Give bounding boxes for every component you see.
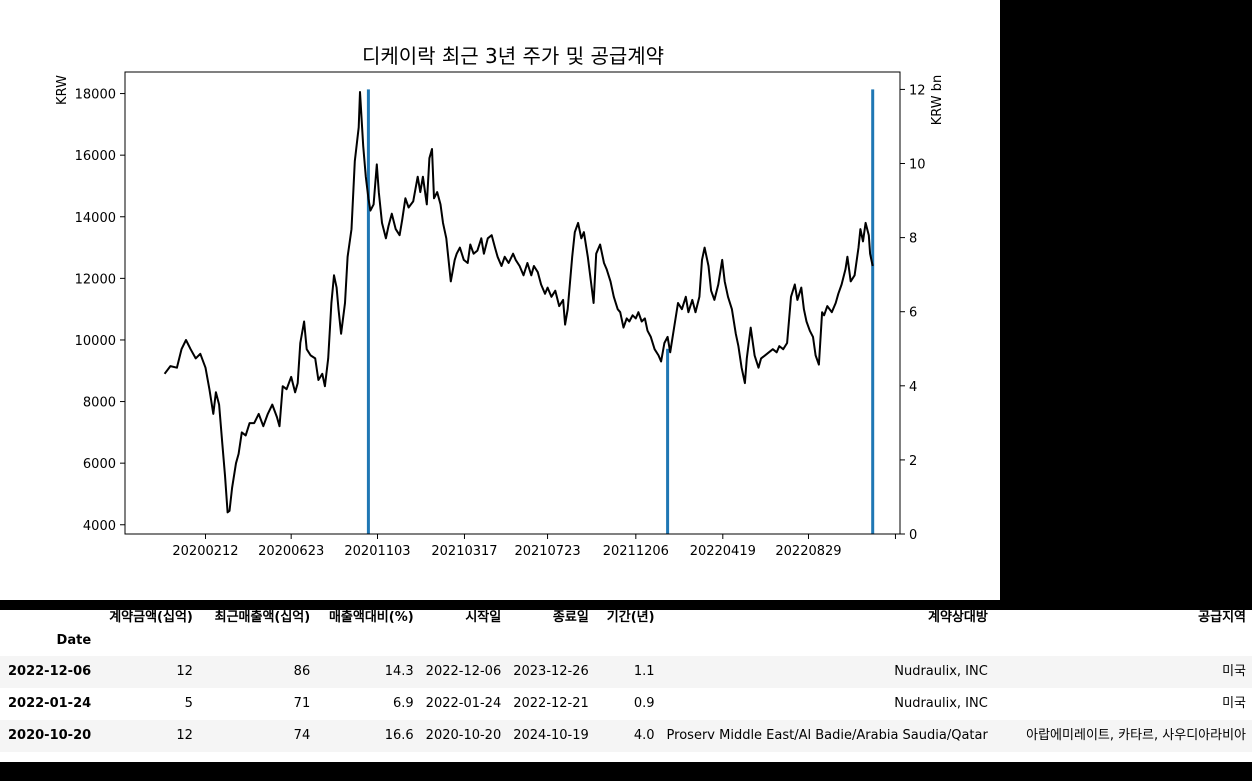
table-cell: 미국	[1222, 664, 1246, 679]
table-cell: 아랍에미레이트, 카타르, 사우디아라비아	[1026, 728, 1246, 743]
y-tick-label: 18000	[75, 88, 116, 103]
y2-tick-label: 2	[909, 454, 917, 469]
x-tick-label: 20211206	[603, 544, 669, 559]
table-cell: 16.6	[384, 728, 414, 743]
column-header: 기간(년)	[606, 610, 655, 625]
table-cell: 6.9	[392, 696, 414, 711]
contract-bar	[666, 348, 670, 534]
row-date: 2022-12-06	[8, 664, 92, 679]
chart-title: 디케이락 최근 3년 주가 및 공급계약	[362, 44, 664, 68]
y2-axis-ticks: 0 2 4 6 8 10 12	[900, 83, 926, 543]
x-tick-label: 20200212	[172, 544, 238, 559]
table-index-row: Date	[0, 626, 1252, 656]
table-cell: 86	[293, 664, 311, 679]
table-cell: Proserv Middle East/Al Badie/Arabia Saud…	[666, 728, 988, 743]
row-date: 2020-10-20	[8, 728, 92, 743]
y-tick-label: 6000	[83, 457, 116, 472]
plot-frame	[124, 71, 901, 535]
x-tick-label: 20201103	[344, 544, 410, 559]
y-tick-label: 12000	[75, 272, 116, 287]
column-header: 계약상대방	[928, 610, 988, 625]
table-cell: Nudraulix, INC	[894, 664, 988, 679]
table-cell: 12	[176, 728, 193, 743]
contracts-table: 계약금액(십억) 최근매출액(십억) 매출액대비(%) 시작일 종료일 기간(년…	[0, 610, 1252, 752]
table-row: 2022-12-06 12 86 14.3 2022-12-06 2023-12…	[0, 656, 1252, 688]
column-header: 매출액대비(%)	[328, 610, 414, 625]
table-row: 2020-10-20 12 74 16.6 2020-10-20 2024-10…	[0, 720, 1252, 752]
x-tick-label: 20200623	[258, 544, 324, 559]
contract-bars	[366, 89, 875, 535]
table-cell: 2023-12-26	[513, 664, 589, 679]
table-header-row: 계약금액(십억) 최근매출액(십억) 매출액대비(%) 시작일 종료일 기간(년…	[0, 610, 1252, 626]
table-cell: 2022-01-24	[425, 696, 502, 711]
table-cell: 2022-12-21	[513, 696, 589, 711]
y-tick-label: 8000	[83, 396, 116, 411]
price-line	[163, 91, 874, 514]
column-header: 시작일	[465, 610, 502, 625]
y2-tick-label: 4	[909, 380, 917, 395]
index-label: Date	[56, 633, 92, 648]
y-tick-label: 14000	[75, 211, 116, 226]
y-axis-label: KRW	[55, 75, 70, 105]
x-tick-label: 20210723	[514, 544, 580, 559]
column-header: 최근매출액(십억)	[214, 610, 311, 625]
chart-panel: 디케이락 최근 3년 주가 및 공급계약 4000 6000 8000 10000 12…	[0, 0, 1000, 600]
table-cell: Nudraulix, INC	[894, 696, 988, 711]
column-header: 공급지역	[1198, 610, 1246, 625]
row-date: 2022-01-24	[8, 696, 92, 711]
table-cell: 미국	[1222, 696, 1246, 711]
y2-tick-label: 8	[909, 232, 917, 247]
contract-bar	[871, 89, 875, 535]
y2-tick-label: 0	[909, 528, 917, 543]
y-tick-label: 16000	[75, 149, 116, 164]
table-cell: 14.3	[384, 664, 414, 679]
table-cell: 4.0	[633, 728, 655, 743]
table-cell: 0.9	[633, 696, 655, 711]
table-corner	[0, 610, 97, 626]
y-tick-label: 4000	[83, 519, 116, 534]
x-tick-label: 20220829	[775, 544, 841, 559]
column-header: 계약금액(십억)	[109, 610, 193, 625]
contracts-table-panel: 계약금액(십억) 최근매출액(십억) 매출액대비(%) 시작일 종료일 기간(년…	[0, 610, 1252, 762]
table-cell: 1.1	[633, 664, 655, 679]
y-tick-label: 10000	[75, 334, 116, 349]
table-cell: 2020-10-20	[425, 728, 502, 743]
contract-bar	[366, 89, 370, 535]
table-cell: 12	[176, 664, 193, 679]
y2-tick-label: 10	[909, 158, 926, 173]
column-header: 종료일	[552, 610, 589, 625]
table-cell: 71	[293, 696, 311, 711]
price-contract-chart: 디케이락 최근 3년 주가 및 공급계약 4000 6000 8000 10000 12…	[55, 44, 945, 559]
table-cell: 2022-12-06	[425, 664, 502, 679]
x-tick-label: 20220419	[690, 544, 756, 559]
y2-tick-label: 6	[909, 306, 917, 321]
table-cell: 74	[293, 728, 311, 743]
y2-tick-label: 12	[909, 83, 926, 98]
x-tick-label: 20210317	[431, 544, 497, 559]
table-cell: 2024-10-19	[513, 728, 589, 743]
y2-axis-label: KRW bn	[930, 75, 945, 126]
table-cell: 5	[184, 696, 193, 711]
x-axis-ticks: 20200212 20200623 20201103 20210317 20210723…	[172, 534, 896, 559]
y-axis-ticks: 4000 6000 8000 10000 12000 14000 16000 18000	[75, 88, 125, 534]
table-row: 2022-01-24 5 71 6.9 2022-01-24 2022-12-2…	[0, 688, 1252, 720]
